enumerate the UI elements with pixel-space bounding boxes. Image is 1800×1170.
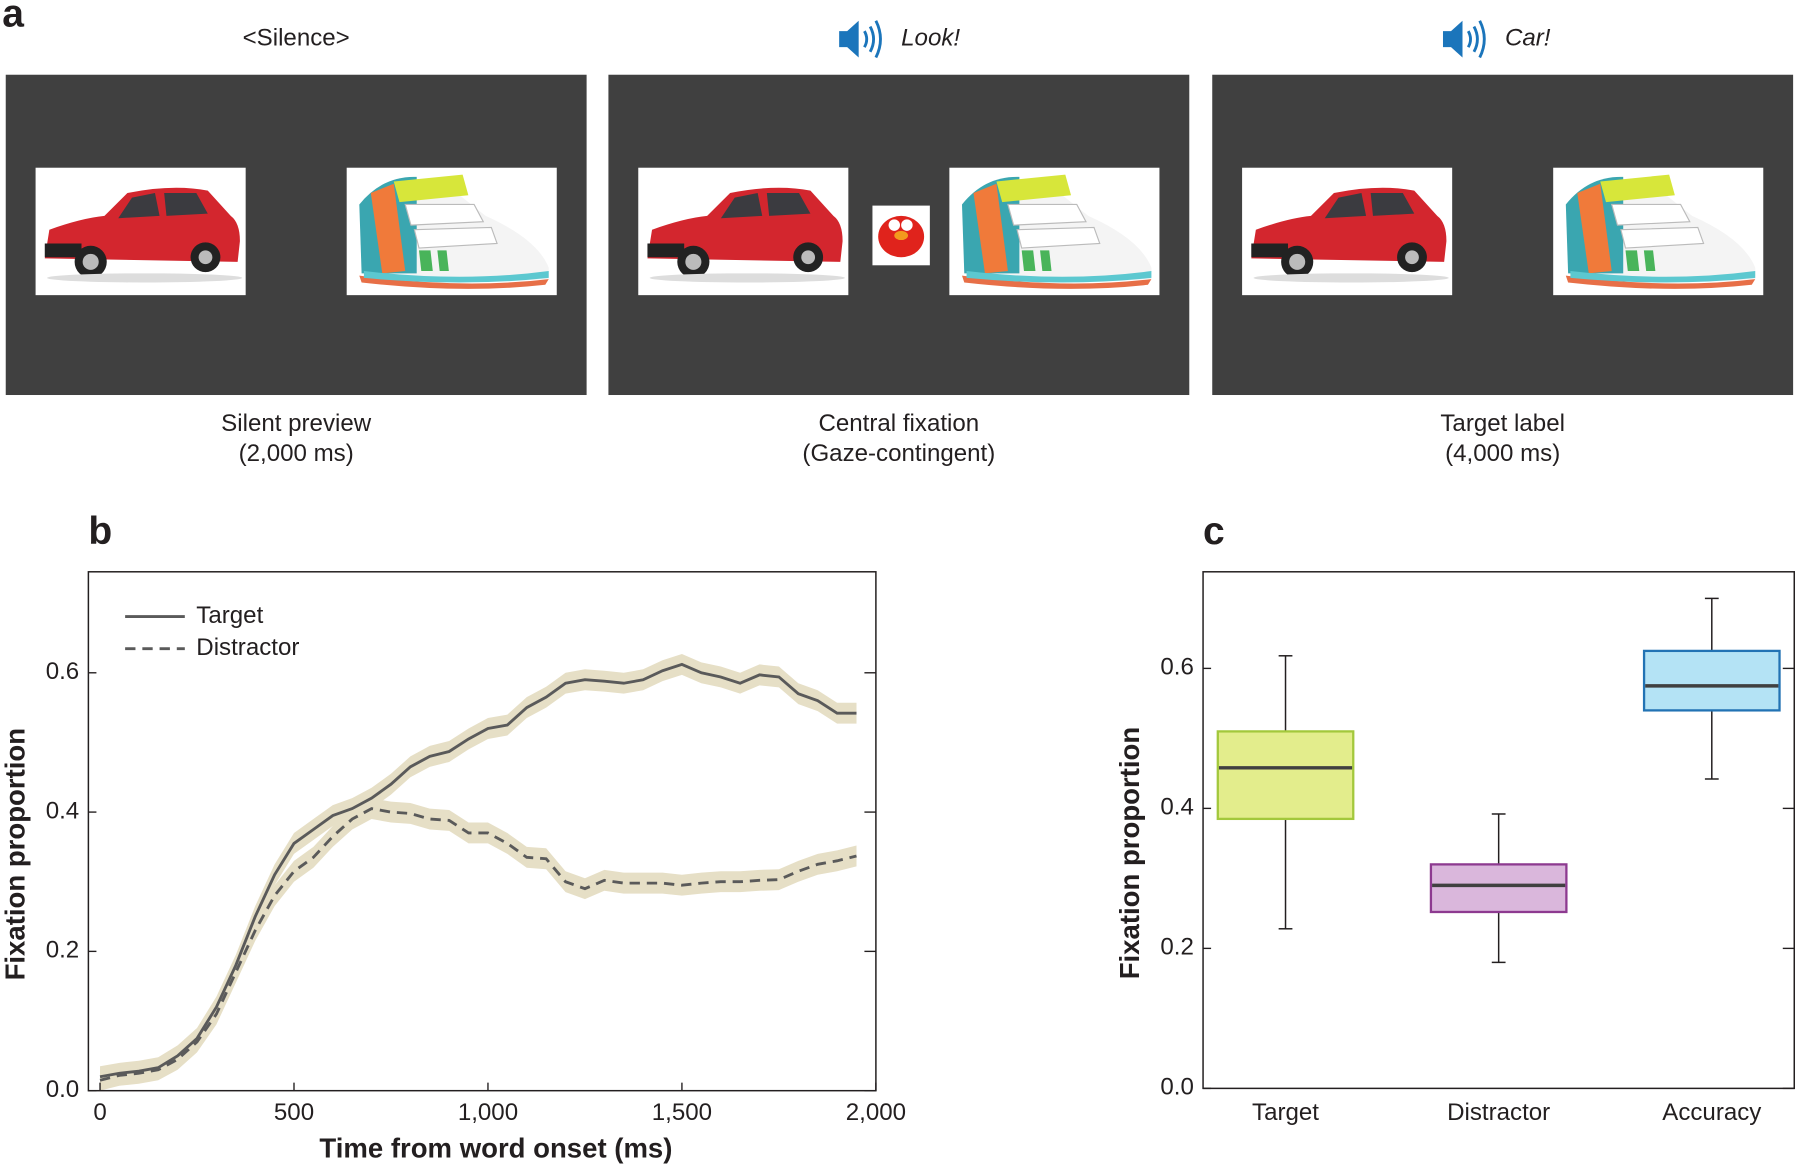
- fixation-nose: [894, 230, 909, 241]
- x-tick-label: Accuracy: [1662, 1099, 1761, 1126]
- y-tick-label: 0.6: [1160, 654, 1194, 681]
- y-tick-label: 0.4: [46, 797, 80, 824]
- x-tick-label: Distractor: [1447, 1099, 1550, 1126]
- error-band: [100, 798, 857, 1091]
- error-band: [100, 653, 857, 1088]
- frame-caption: (2,000 ms): [239, 440, 354, 467]
- legend-label: Target: [196, 602, 263, 629]
- frame-caption: Central fixation: [818, 410, 979, 437]
- speaker-icon: [837, 19, 882, 59]
- series-line: [99, 807, 857, 1082]
- box: [1642, 649, 1781, 712]
- y-tick-label: 0.2: [1160, 934, 1194, 961]
- box: [1216, 730, 1355, 821]
- frame-caption: Target label: [1440, 410, 1565, 437]
- frame-header: Look!: [901, 25, 960, 52]
- y-axis-title: Fixation proportion: [1114, 727, 1145, 979]
- y-tick-label: 0.0: [1160, 1074, 1194, 1101]
- legend-label: Distractor: [196, 634, 299, 661]
- y-tick-label: 0.0: [46, 1076, 80, 1103]
- y-axis-title: Fixation proportion: [0, 728, 31, 980]
- y-tick-label: 0.4: [1160, 794, 1194, 821]
- series-line: [99, 662, 857, 1079]
- plot-frame: [87, 571, 877, 1092]
- panel-label: c: [1203, 510, 1225, 553]
- x-tick-label: Target: [1252, 1099, 1319, 1126]
- panel-label: a: [2, 0, 24, 35]
- x-tick-label: 1,000: [458, 1099, 518, 1126]
- x-tick-label: 1,500: [652, 1099, 712, 1126]
- box: [1429, 863, 1568, 914]
- frame-caption: (Gaze-contingent): [802, 440, 995, 467]
- plot-frame: [1202, 571, 1796, 1090]
- frame-header: Car!: [1505, 25, 1551, 52]
- fixation-eye: [888, 219, 900, 231]
- panel-label: b: [88, 510, 112, 553]
- speaker-icon: [1441, 19, 1486, 59]
- frame-caption: (4,000 ms): [1445, 440, 1560, 467]
- fixation-eye: [901, 219, 913, 231]
- x-tick-label: 500: [274, 1099, 314, 1126]
- x-axis-title: Time from word onset (ms): [319, 1133, 672, 1164]
- frame-header: <Silence>: [243, 25, 350, 52]
- x-tick-label: 0: [93, 1099, 106, 1126]
- y-tick-label: 0.6: [46, 658, 80, 685]
- frame-caption: Silent preview: [221, 410, 372, 437]
- x-tick-label: 2,000: [846, 1099, 906, 1126]
- y-tick-label: 0.2: [46, 937, 80, 964]
